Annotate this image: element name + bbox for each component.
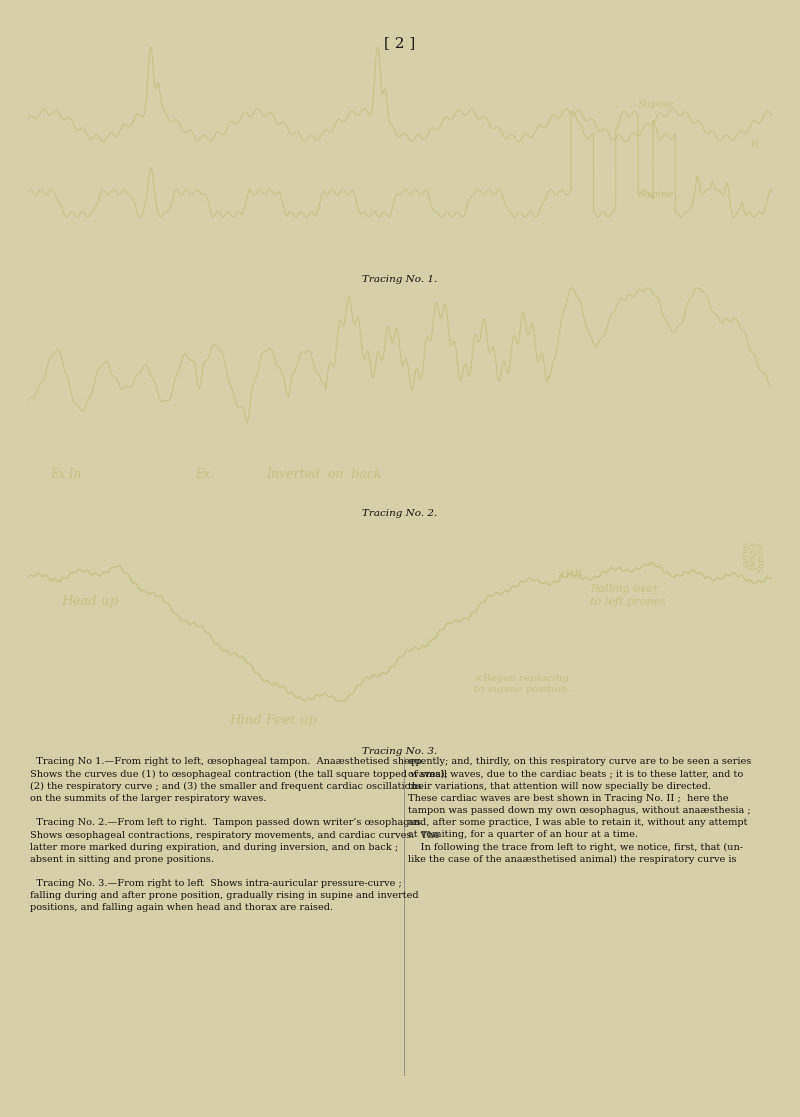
Text: Supine: Supine — [756, 542, 766, 573]
Text: curve: curve — [742, 542, 750, 566]
Text: Ex In: Ex In — [50, 468, 82, 481]
Text: Tracing No. 2.: Tracing No. 2. — [362, 509, 438, 518]
Text: Tracing No. 3.: Tracing No. 3. — [362, 747, 438, 756]
Text: Tracing No 1.—From right to left, œsophageal tampon.  Anaæsthetised sheep.
Shows: Tracing No 1.—From right to left, œsopha… — [30, 757, 448, 913]
Text: Rolling over
to left prones: Rolling over to left prones — [590, 584, 666, 608]
Text: Supine: Supine — [638, 101, 674, 109]
Text: Supine: Supine — [638, 190, 674, 199]
Text: Tracing No. 1.: Tracing No. 1. — [362, 275, 438, 284]
Text: R: R — [750, 141, 757, 150]
Text: Hind Feet up: Hind Feet up — [229, 715, 317, 727]
Text: Head up: Head up — [62, 595, 118, 609]
Text: Inverted  on  back: Inverted on back — [266, 468, 382, 481]
Text: ×RB: ×RB — [556, 570, 582, 580]
Text: Resp'y: Resp'y — [749, 542, 758, 572]
Text: quently; and, thirdly, on this respiratory curve are to be seen a series
of smal: quently; and, thirdly, on this respirato… — [408, 757, 751, 863]
Text: Ex.: Ex. — [195, 468, 214, 481]
Text: ×Began replacing
to supine position.: ×Began replacing to supine position. — [474, 674, 571, 695]
Text: [ 2 ]: [ 2 ] — [384, 36, 416, 50]
